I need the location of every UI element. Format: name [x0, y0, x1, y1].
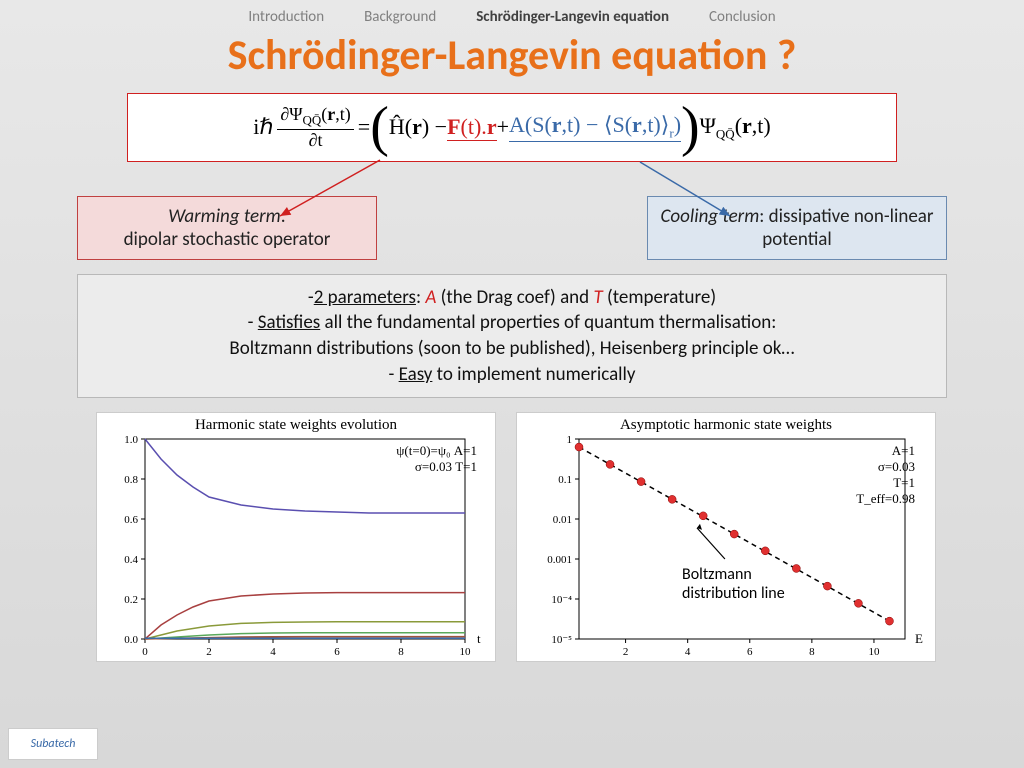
chart-asymptotic-weights: Asymptotic harmonic state weights 246810… — [516, 412, 936, 662]
term-boxes: Warming term: dipolar stochastic operato… — [77, 196, 947, 260]
svg-text:0.001: 0.001 — [547, 554, 572, 566]
svg-text:t: t — [477, 631, 481, 646]
nav-item[interactable]: Introduction — [248, 8, 324, 26]
cooling-desc: dissipative non-linear potential — [762, 205, 933, 251]
svg-text:0.0: 0.0 — [124, 634, 138, 646]
svg-text:0.6: 0.6 — [124, 514, 138, 526]
svg-text:E: E — [915, 631, 923, 646]
svg-text:8: 8 — [398, 646, 404, 658]
paren-right: ) — [681, 105, 700, 150]
svg-text:4: 4 — [685, 646, 691, 658]
chart-left-legend: ψ(t=0)=ψ₀ A=1σ=0.03 T=1 — [396, 443, 477, 475]
eq-H: Ĥ(r) − — [389, 114, 447, 140]
subatech-logo: Subatech — [8, 728, 98, 760]
svg-text:0.4: 0.4 — [124, 554, 138, 566]
svg-text:0: 0 — [142, 646, 148, 658]
svg-text:1: 1 — [567, 434, 573, 446]
warming-desc: dipolar stochastic operator — [124, 228, 331, 251]
page-title: Schrödinger-Langevin equation ? — [0, 30, 1024, 81]
eq-plus: + — [497, 114, 509, 140]
svg-text:10: 10 — [460, 646, 472, 658]
svg-text:1.0: 1.0 — [124, 434, 138, 446]
eq-frac-den: ∂t — [309, 130, 323, 151]
charts-row: Harmonic state weights evolution 0246810… — [96, 412, 1024, 662]
paren-left: ( — [370, 105, 389, 150]
svg-text:2: 2 — [623, 646, 629, 658]
info-box: -2 parameters: A (the Drag coef) and T (… — [77, 274, 947, 399]
svg-text:0.1: 0.1 — [558, 474, 572, 486]
chart-harmonic-evolution: Harmonic state weights evolution 0246810… — [96, 412, 496, 662]
svg-text:0.01: 0.01 — [553, 514, 572, 526]
svg-text:4: 4 — [270, 646, 276, 658]
svg-text:2: 2 — [206, 646, 212, 658]
svg-text:8: 8 — [809, 646, 815, 658]
eq-equals: = — [358, 114, 370, 140]
nav-tabs: Introduction Background Schrödinger-Langev… — [0, 0, 1024, 26]
eq-fraction: ∂ΨQQ̄(r,t) ∂t — [277, 104, 353, 151]
chart-right-legend: A=1σ=0.03T=1T_eff=0.98 — [856, 443, 915, 507]
nav-item[interactable]: Background — [364, 8, 436, 26]
eq-psi-rhs: ΨQQ̄(r,t) — [700, 113, 771, 142]
eq-lhs-pre: iℏ — [253, 114, 273, 140]
svg-text:10: 10 — [868, 646, 880, 658]
equation-box: iℏ ∂ΨQQ̄(r,t) ∂t = ( Ĥ(r) − F(t).r + A(S… — [127, 93, 897, 162]
warming-box: Warming term: dipolar stochastic operato… — [77, 196, 377, 260]
cooling-label: Cooling term — [660, 205, 759, 228]
eq-A-term: A(S(r,t) − ⟨S(r,t)⟩r) — [509, 112, 681, 142]
svg-text:0.2: 0.2 — [124, 594, 138, 606]
warming-label: Warming term — [168, 205, 280, 228]
svg-text:10⁻⁵: 10⁻⁵ — [551, 634, 572, 646]
nav-item[interactable]: Conclusion — [709, 8, 776, 26]
boltzmann-annotation: Boltzmann distribution line — [682, 565, 812, 603]
svg-text:10⁻⁴: 10⁻⁴ — [551, 594, 572, 606]
nav-item[interactable]: Schrödinger-Langevin equation — [476, 8, 669, 26]
svg-text:6: 6 — [334, 646, 340, 658]
eq-frac-num: ∂ΨQQ̄(r,t) — [277, 104, 353, 130]
svg-text:0.8: 0.8 — [124, 474, 138, 486]
cooling-box: Cooling term: dissipative non-linear pot… — [647, 196, 947, 260]
eq-F-term: F(t).r — [447, 114, 496, 141]
svg-text:6: 6 — [747, 646, 753, 658]
